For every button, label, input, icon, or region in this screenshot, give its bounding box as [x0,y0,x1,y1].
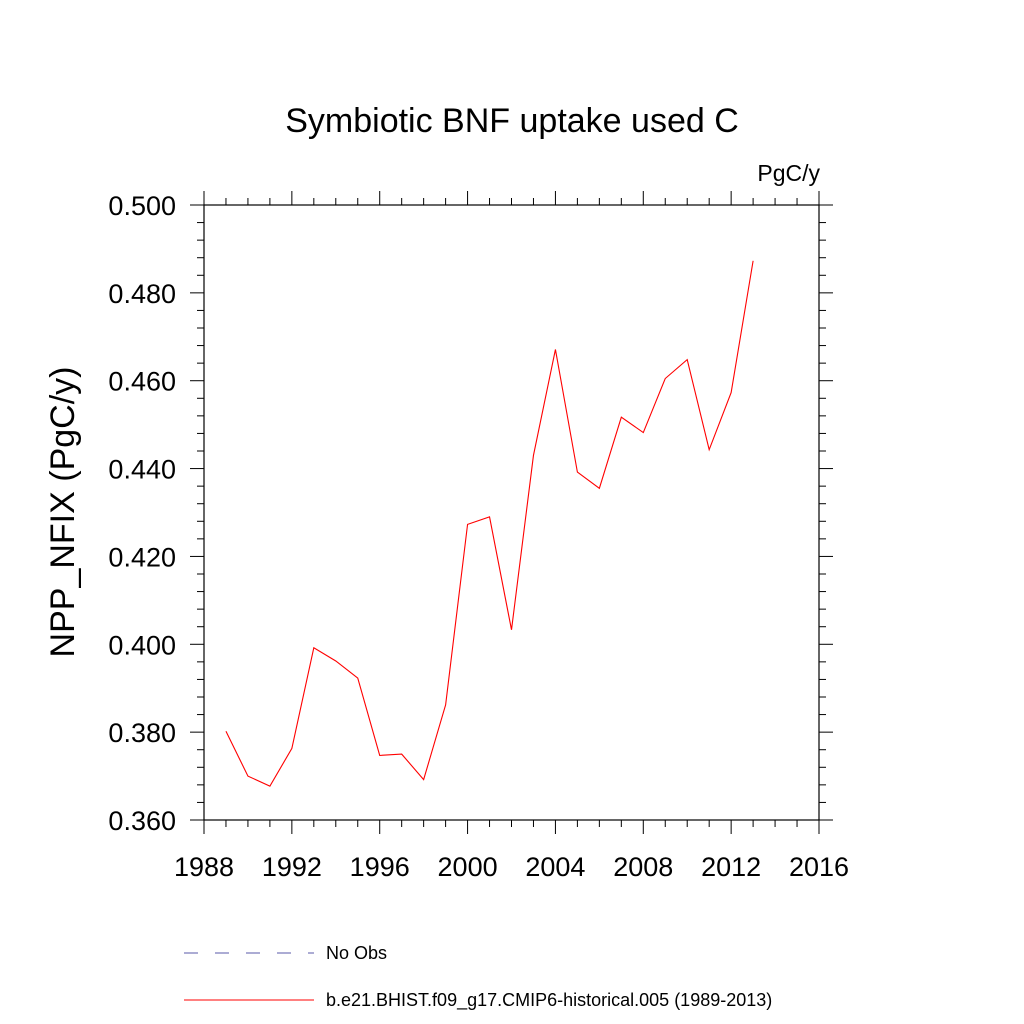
axis-ticks [190,191,833,834]
x-tick-label: 1996 [350,852,410,882]
y-tick-labels: 0.360 0.380 0.400 0.420 0.440 0.460 0.480 0.500 [108,191,176,836]
units-label: PgC/y [757,160,820,186]
x-tick-label: 1992 [262,852,322,882]
series-lines [225,260,754,787]
series-line-1 [225,260,754,787]
y-tick-label: 0.360 [108,806,176,836]
x-tick-label: 2004 [525,852,585,882]
y-tick-label: 0.420 [108,542,176,572]
x-tick-label: 2000 [438,852,498,882]
x-tick-label: 2016 [789,852,849,882]
x-tick-label: 1988 [174,852,234,882]
y-tick-label: 0.460 [108,367,176,397]
x-tick-label: 2008 [613,852,673,882]
chart-title: Symbiotic BNF uptake used C [285,102,739,140]
y-tick-label: 0.480 [108,279,176,309]
legend-label-historical: b.e21.BHIST.f09_g17.CMIP6-historical.005… [326,990,772,1011]
legend-label-no-obs: No Obs [326,943,387,963]
y-tick-label: 0.440 [108,455,176,485]
y-tick-label: 0.380 [108,718,176,748]
y-tick-label: 0.400 [108,630,176,660]
x-tick-label: 2012 [701,852,761,882]
y-axis-label: NPP_NFIX (PgC/y) [44,367,82,658]
legend: No Obs b.e21.BHIST.f09_g17.CMIP6-histori… [184,943,772,1011]
x-tick-labels: 1988 1992 1996 2000 2004 2008 2012 2016 [174,852,849,882]
y-tick-label: 0.500 [108,191,176,221]
